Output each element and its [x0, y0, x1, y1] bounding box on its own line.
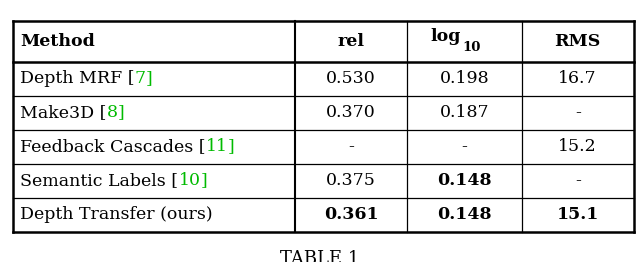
- Text: 16.7: 16.7: [559, 70, 597, 87]
- Text: 0.530: 0.530: [326, 70, 376, 87]
- Text: RMS: RMS: [555, 33, 601, 50]
- Text: 8: 8: [107, 104, 118, 121]
- Text: 0.361: 0.361: [324, 206, 378, 223]
- Text: 11: 11: [206, 138, 228, 155]
- Text: Depth Transfer (ours): Depth Transfer (ours): [20, 206, 213, 223]
- Text: -: -: [575, 172, 580, 189]
- Text: 0.375: 0.375: [326, 172, 376, 189]
- Text: log: log: [431, 28, 461, 45]
- Text: 10: 10: [463, 41, 481, 53]
- Text: Depth MRF [: Depth MRF [: [20, 70, 135, 87]
- Text: 15.1: 15.1: [557, 206, 599, 223]
- Text: -: -: [461, 138, 467, 155]
- Text: ]: ]: [118, 104, 125, 121]
- Text: 0.187: 0.187: [440, 104, 489, 121]
- Text: 0.370: 0.370: [326, 104, 376, 121]
- Text: rel: rel: [338, 33, 365, 50]
- Text: ]: ]: [200, 172, 207, 189]
- Text: TABLE 1: TABLE 1: [280, 250, 360, 262]
- Text: -: -: [348, 138, 354, 155]
- Text: ]: ]: [228, 138, 235, 155]
- Text: 7: 7: [135, 70, 146, 87]
- Text: Semantic Labels [: Semantic Labels [: [20, 172, 179, 189]
- Text: Method: Method: [20, 33, 95, 50]
- Text: Make3D [: Make3D [: [20, 104, 107, 121]
- Text: 0.148: 0.148: [437, 172, 492, 189]
- Text: 0.198: 0.198: [440, 70, 489, 87]
- Text: Feedback Cascades [: Feedback Cascades [: [20, 138, 206, 155]
- Text: ]: ]: [146, 70, 153, 87]
- Text: 0.148: 0.148: [437, 206, 492, 223]
- Text: -: -: [575, 104, 580, 121]
- Text: 10: 10: [179, 172, 200, 189]
- Text: 15.2: 15.2: [558, 138, 597, 155]
